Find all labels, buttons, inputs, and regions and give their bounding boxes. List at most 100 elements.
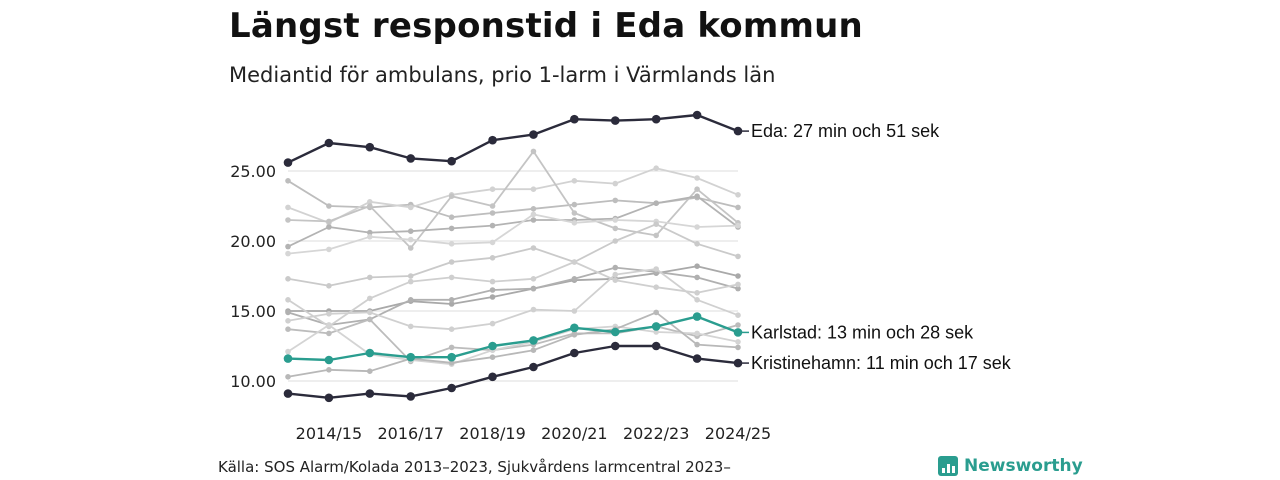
background-series-point — [489, 210, 496, 216]
background-series-point — [612, 271, 619, 278]
background-series-line — [287, 268, 739, 331]
background-series-point — [367, 234, 373, 240]
background-series-point — [489, 278, 496, 285]
series-point-karlstad — [733, 328, 743, 337]
background-series-point — [285, 374, 291, 380]
background-series-point — [448, 259, 455, 265]
series-point-kristinehamn — [283, 389, 293, 398]
background-series-point — [694, 186, 700, 192]
series-point-eda — [529, 130, 538, 139]
background-series-line — [287, 213, 739, 255]
background-series-line — [287, 324, 739, 366]
background-series-point — [694, 263, 700, 270]
chart-subtitle: Mediantid för ambulans, prio 1-larm i Vä… — [229, 63, 776, 87]
background-series-point — [326, 367, 332, 373]
background-series-point — [285, 250, 291, 257]
background-series-point — [735, 273, 741, 279]
background-series-point — [407, 323, 414, 330]
background-series-point — [367, 274, 373, 281]
background-series-point — [407, 228, 414, 234]
background-series-point — [612, 217, 619, 223]
series-point-eda — [283, 158, 293, 167]
background-series-point — [326, 246, 332, 253]
background-series-point — [285, 217, 291, 223]
background-series-point — [367, 316, 373, 323]
background-series-point — [448, 360, 455, 366]
background-series-point — [735, 192, 741, 198]
background-series-point — [367, 309, 373, 316]
series-point-karlstad — [447, 352, 456, 362]
source-note: Källa: SOS Alarm/Kolada 2013–2023, Sjukv… — [218, 458, 731, 476]
background-series-point — [326, 218, 332, 225]
background-series-point — [407, 245, 414, 251]
series-point-eda — [365, 142, 375, 152]
background-series-point — [530, 206, 537, 212]
background-series-point — [326, 224, 332, 230]
background-series-point — [694, 274, 700, 281]
series-label-kristinehamn: Kristinehamn: 11 min och 17 sek — [751, 353, 1012, 373]
background-series-line — [287, 150, 739, 249]
series-point-kristinehamn — [488, 372, 497, 382]
background-series-point — [326, 283, 332, 289]
background-series-point — [571, 201, 578, 208]
background-series-point — [448, 241, 455, 247]
background-series-point — [489, 239, 496, 246]
background-series-point — [489, 222, 496, 229]
background-series-point — [285, 297, 291, 303]
series-point-eda — [406, 154, 416, 163]
series-point-eda — [488, 135, 497, 145]
y-tick-label: 25.00 — [230, 162, 276, 181]
background-series-point — [326, 330, 332, 337]
background-series-point — [653, 221, 659, 227]
background-series-point — [367, 203, 373, 209]
background-series-point — [694, 290, 700, 296]
x-tick-label: 2014/15 — [296, 424, 362, 443]
background-series-point — [653, 266, 659, 272]
background-series-point — [448, 301, 455, 307]
series-point-karlstad — [610, 327, 620, 337]
series-point-eda — [651, 114, 661, 124]
background-series-point — [571, 259, 578, 265]
background-series-point — [367, 368, 373, 375]
background-series-point — [653, 232, 659, 239]
background-series-point — [571, 308, 578, 314]
series-point-kristinehamn — [610, 341, 620, 351]
background-series-point — [530, 148, 537, 155]
background-series-point — [612, 277, 619, 284]
background-series-point — [489, 354, 496, 361]
background-series-point — [448, 326, 455, 333]
background-series-point — [448, 214, 455, 220]
background-series-line — [287, 195, 739, 248]
series-point-karlstad — [692, 312, 702, 321]
background-series-point — [694, 193, 700, 199]
background-series-point — [612, 197, 619, 204]
x-tick-label: 2016/17 — [377, 424, 443, 443]
background-series-point — [489, 254, 496, 261]
background-series-line — [287, 261, 739, 328]
background-series-point — [285, 326, 291, 333]
background-series-point — [571, 276, 578, 282]
background-series-point — [367, 199, 373, 205]
background-series-point — [735, 312, 741, 319]
background-series-point — [530, 245, 537, 251]
background-series-point — [653, 309, 659, 316]
series-point-karlstad — [529, 336, 538, 345]
background-series-point — [653, 200, 659, 206]
series-point-karlstad — [406, 352, 416, 362]
background-series-point — [735, 344, 741, 351]
newsworthy-logo: Newsworthy — [938, 454, 1083, 478]
background-series-point — [735, 322, 741, 328]
x-tick-label: 2022/23 — [623, 424, 689, 443]
background-series-point — [653, 284, 659, 291]
background-series-point — [612, 238, 619, 244]
series-point-kristinehamn — [529, 362, 538, 372]
background-series-point — [407, 273, 414, 279]
series-point-eda — [447, 156, 456, 166]
series-point-karlstad — [488, 341, 497, 351]
background-series-line — [287, 318, 739, 363]
background-series-point — [326, 203, 332, 209]
background-series-point — [407, 236, 414, 243]
background-series-point — [285, 318, 291, 324]
background-series-point — [612, 264, 619, 271]
background-series-point — [285, 243, 291, 250]
